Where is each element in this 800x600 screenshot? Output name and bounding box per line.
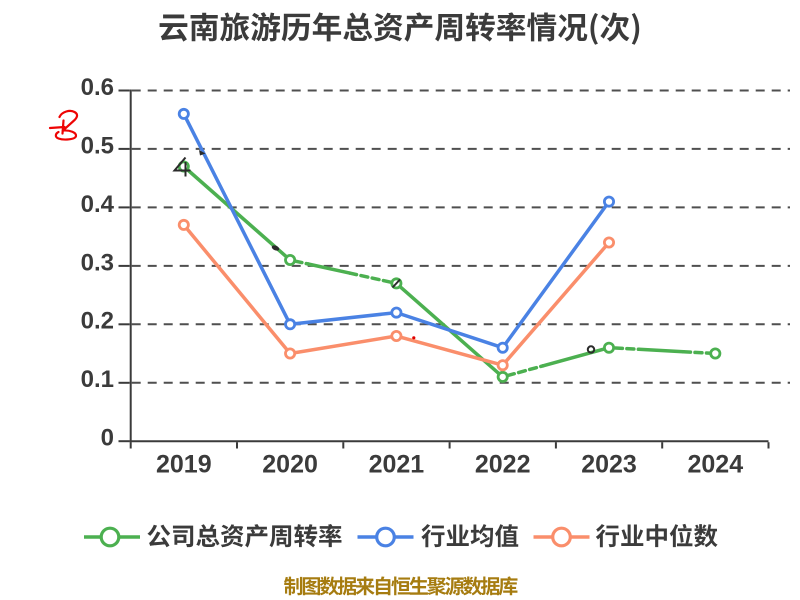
svg-text:2023: 2023 — [581, 451, 637, 479]
svg-text:0.4: 0.4 — [81, 191, 115, 218]
svg-text:2019: 2019 — [156, 451, 212, 479]
svg-text:0.5: 0.5 — [81, 132, 114, 159]
svg-text:0: 0 — [101, 425, 114, 452]
svg-text:2022: 2022 — [475, 451, 531, 479]
svg-text:0.3: 0.3 — [81, 249, 114, 276]
svg-text:2021: 2021 — [369, 451, 425, 479]
svg-text:2024: 2024 — [687, 451, 743, 479]
svg-text:0.1: 0.1 — [81, 366, 114, 393]
svg-text:0.6: 0.6 — [81, 74, 114, 101]
svg-text:0.2: 0.2 — [81, 308, 114, 335]
svg-text:2020: 2020 — [262, 451, 318, 479]
